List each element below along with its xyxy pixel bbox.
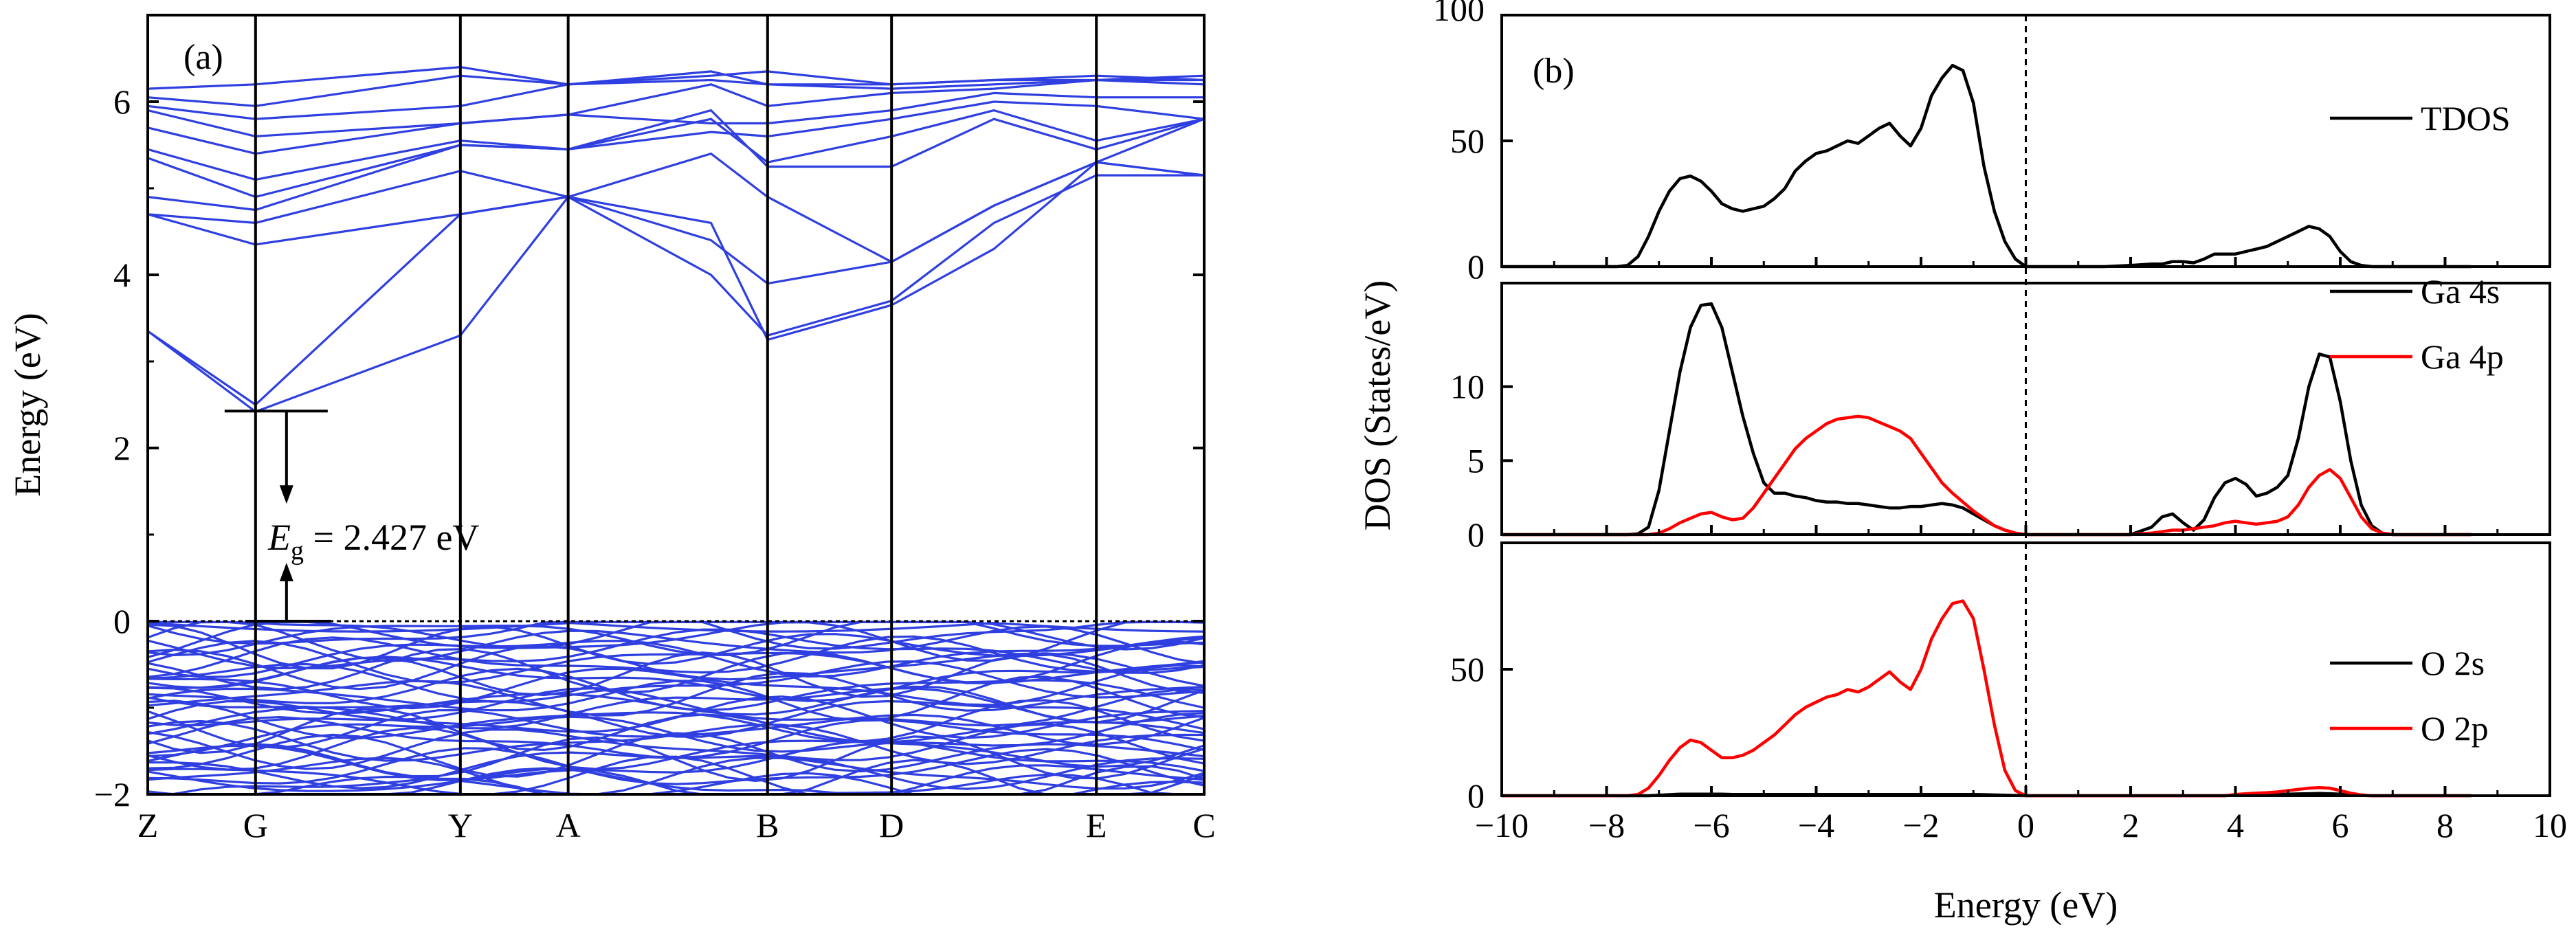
y-axis-label: DOS (States/eV) (1357, 280, 1398, 530)
valence-band-2 (147, 620, 1204, 650)
y-tick-label: 50 (1450, 122, 1485, 160)
x-tick-label: −2 (1902, 806, 1939, 844)
x-tick-label: 6 (2332, 806, 2349, 844)
valence-band-36 (147, 751, 1205, 790)
k-label-Y: Y (448, 806, 473, 844)
x-tick-label: 4 (2227, 806, 2244, 844)
valence-band-5 (147, 620, 1205, 665)
x-tick-label: 0 (2017, 806, 2034, 844)
x-tick-label: 10 (2533, 806, 2567, 844)
conduction-band-6 (147, 100, 1205, 181)
conduction-band-5 (147, 109, 1205, 199)
band-gap-value: = 2.427 eV (304, 517, 479, 558)
panel-label: (b) (1533, 52, 1575, 91)
valence-band-3 (147, 620, 1205, 656)
y-tick-label: 0 (1467, 515, 1485, 554)
band-gap-symbol: E (267, 517, 291, 558)
valence-band-41 (147, 765, 1205, 796)
y-tick-label: −2 (94, 775, 131, 814)
y-tick-label: 0 (1467, 776, 1485, 815)
series-line-tdos (1502, 63, 2472, 269)
valence-band-22 (147, 687, 1205, 727)
conduction-band-2 (147, 161, 1205, 285)
conduction-band-9 (147, 78, 1204, 120)
series-line-ga-4p (1502, 414, 2472, 537)
x-axis-ticks: −10 −8 −6 −4 −2 0 2 4 6 8 10 (1475, 806, 2567, 844)
x-tick-label: −8 (1588, 806, 1625, 844)
valence-band-31 (147, 723, 1205, 770)
valence-band-37 (147, 747, 1205, 787)
gap-arrow-up-head (279, 563, 293, 581)
x-tick-label: 8 (2436, 806, 2454, 844)
legend-label: TDOS (2421, 99, 2511, 137)
y-tick-label: 100 (1433, 0, 1485, 28)
legend-label: Ga 4p (2421, 337, 2504, 376)
dos-subplot-2: 10 5 0 Ga 4s Ga 4p (1450, 272, 2551, 554)
conduction-band-0 (147, 174, 1204, 406)
y-tick-label: 2 (113, 429, 131, 467)
x-axis-label: Energy (eV) (1934, 884, 2118, 926)
x-tick-label: −4 (1798, 806, 1834, 844)
y-tick-label: 50 (1450, 650, 1485, 689)
band-gap-annotation: Eg = 2.427 eV (267, 517, 479, 566)
legend-label: Ga 4s (2421, 272, 2500, 311)
valence-band-38 (147, 757, 1205, 796)
k-label-C: C (1192, 806, 1215, 844)
y-tick-label: 0 (1467, 247, 1485, 286)
conduction-band-11 (147, 66, 1205, 90)
valence-band-33 (147, 732, 1205, 778)
y-tick-label: 10 (1450, 368, 1485, 406)
y-tick-label: 5 (1467, 441, 1485, 480)
valence-band-35 (147, 739, 1205, 781)
subplot-frame (1500, 282, 2551, 536)
x-tick-label: 2 (2122, 806, 2140, 844)
panel-label: (a) (184, 38, 223, 77)
series-line-o-2p (1502, 599, 2472, 798)
k-label-G: G (243, 806, 268, 844)
band-structure-panel: 6 4 2 0 −2 Z G Y A B D E C Energy (eV) (a) Eg = 2.4… (7, 14, 1216, 844)
band-lines (147, 66, 1205, 796)
y-tick-label: 0 (113, 602, 131, 640)
legend-label: O 2p (2421, 709, 2489, 748)
valence-band-39 (147, 755, 1205, 796)
conduction-band-8 (147, 78, 1205, 137)
conduction-band-3 (147, 117, 1205, 263)
conduction-band-1 (147, 161, 1205, 413)
k-label-Z: Z (137, 806, 159, 844)
k-label-A: A (556, 806, 581, 844)
series-line-ga-4s (1502, 302, 2472, 537)
plot-frame (146, 14, 1206, 796)
k-label-B: B (756, 806, 779, 844)
conduction-band-4 (147, 109, 1205, 212)
x-tick-label: −6 (1693, 806, 1729, 844)
valence-band-19 (147, 675, 1205, 722)
valence-band-34 (147, 735, 1205, 782)
valence-band-9 (147, 635, 1205, 678)
valence-band-15 (147, 660, 1205, 703)
k-point-vertical-lines (254, 15, 1098, 794)
valence-band-8 (147, 635, 1205, 678)
y-tick-label: 6 (113, 82, 131, 121)
k-label-E: E (1086, 806, 1107, 844)
y-axis-label: Energy (eV) (7, 313, 48, 496)
band-gap-subscript: g (291, 537, 304, 566)
gap-arrow-down-head (279, 485, 293, 504)
x-tick-label: −10 (1475, 806, 1529, 844)
k-label-D: D (879, 806, 904, 844)
legend-label: O 2s (2421, 644, 2485, 682)
y-tick-label: 4 (113, 256, 131, 294)
conduction-band-7 (147, 91, 1204, 155)
conduction-band-10 (147, 70, 1205, 107)
dos-subplot-3: 50 0 O 2s O 2p (1450, 541, 2551, 815)
y-axis-ticks: 6 4 2 0 −2 (94, 82, 1204, 814)
dos-subplot-1: 100 50 0 TDOS (1433, 0, 2551, 286)
